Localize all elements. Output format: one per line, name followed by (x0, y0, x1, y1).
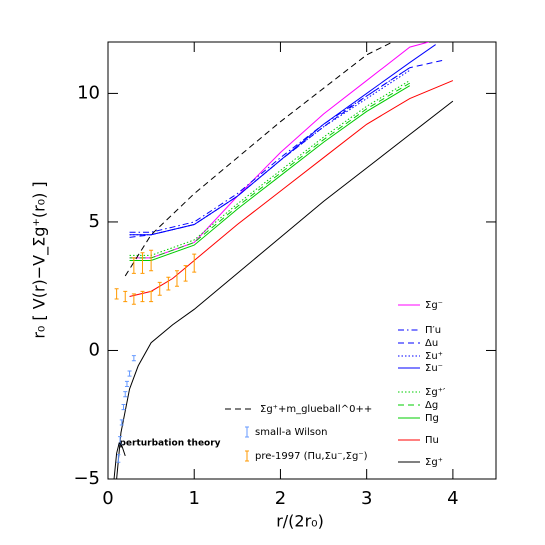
series-line (129, 82, 411, 259)
x-axis-label: r/(2r₀) (276, 512, 324, 531)
y-axis-label: r₀ [ V(r)−V_Σg⁺(r₀) ] (30, 181, 50, 338)
error-bar (123, 391, 128, 398)
series-line (129, 42, 429, 259)
error-bar (166, 276, 171, 291)
error-bar (131, 355, 136, 362)
legend-label: Σg⁻ (425, 300, 443, 311)
error-bar (157, 281, 162, 296)
error-bar (131, 257, 136, 274)
legend-label: Σg⁺′ (425, 387, 446, 398)
legend-label: Σg⁺+m_glueball^0++ (260, 404, 372, 415)
error-bar (124, 380, 129, 387)
y-tick-label: −5 (73, 468, 100, 489)
y-tick-label: 0 (89, 339, 100, 360)
series-line (124, 42, 393, 277)
legend-label: Π′u (425, 325, 441, 336)
error-bar (140, 252, 145, 274)
error-bar (131, 293, 136, 305)
legend-label: Δg (425, 400, 438, 411)
series-line (129, 85, 411, 261)
error-bar (192, 253, 197, 273)
x-tick-label: 0 (102, 488, 113, 509)
plot-frame (107, 41, 497, 480)
error-bar (116, 454, 121, 463)
error-bar (183, 265, 188, 282)
error-bar (174, 270, 179, 287)
legend-label: Πg (425, 413, 439, 424)
legend-label: Σu⁺ (425, 351, 443, 362)
error-bar (119, 419, 124, 426)
error-bar (114, 288, 119, 300)
error-bar (121, 403, 126, 411)
legend-label: Σu⁻ (425, 363, 443, 374)
error-bar (123, 290, 128, 303)
series-line (129, 44, 436, 236)
y-tick-label: 10 (77, 82, 100, 103)
error-bar (127, 370, 132, 377)
annotation: perturbation theory (119, 439, 220, 449)
legend-label: pre-1997 (Πu,Σu⁻,Σg⁻) (255, 451, 368, 462)
error-bar (140, 290, 145, 303)
legend-swatch (245, 426, 249, 438)
error-bar (149, 249, 154, 272)
series-line (129, 80, 411, 256)
x-tick-label: 2 (275, 488, 286, 509)
error-bar (149, 290, 154, 303)
x-tick-label: 3 (361, 488, 372, 509)
x-tick-label: 4 (447, 488, 458, 509)
legend-label: Δu (425, 338, 438, 349)
legend-label: small-a Wilson (255, 427, 327, 438)
series-line (116, 100, 454, 479)
plot-area (113, 42, 454, 479)
x-tick-label: 1 (188, 488, 199, 509)
legend-swatch (245, 450, 249, 462)
series-line (113, 442, 126, 479)
series-line (129, 80, 454, 297)
y-tick-label: 5 (89, 211, 100, 232)
legend-label: Σg⁺ (425, 457, 443, 468)
legend-label: Πu (425, 435, 439, 446)
